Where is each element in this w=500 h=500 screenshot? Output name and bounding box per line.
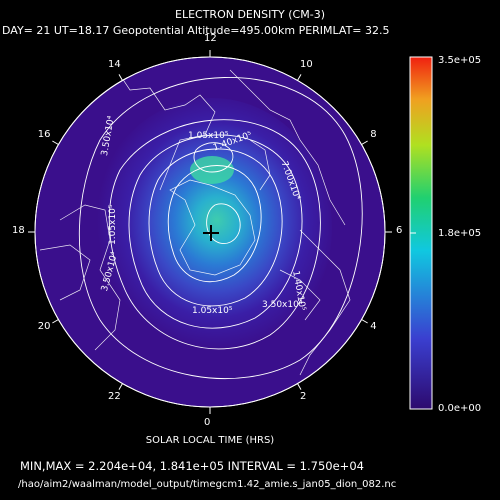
local-time-label: 8 (370, 129, 377, 140)
colorbar-min-label: 0.0e+00 (438, 403, 482, 414)
local-time-tick (297, 74, 302, 81)
x-axis-label: SOLAR LOCAL TIME (HRS) (145, 435, 275, 446)
plot-title: ELECTRON DENSITY (CM-3) (175, 8, 325, 21)
contour-label: 3.50x10⁴ (262, 300, 303, 310)
file-path: /hao/aim2/waalman/model_output/timegcm1.… (18, 479, 397, 490)
density-peak (190, 156, 234, 184)
local-time-tick (118, 74, 123, 81)
local-time-label: 20 (37, 321, 51, 332)
colorbar-mid-label: 1.8e+05 (438, 228, 482, 239)
local-time-tick (361, 319, 368, 324)
pole-marker (203, 225, 219, 241)
local-time-tick (361, 140, 368, 145)
contour-label: 1.05x10⁵ (188, 131, 229, 141)
local-time-label: 6 (396, 225, 403, 236)
local-time-tick (52, 319, 59, 324)
local-time-tick (52, 140, 59, 145)
plot-subtitle: DAY= 21 UT=18.17 Geopotential Altitude=4… (2, 24, 390, 37)
coastlines (39, 59, 351, 376)
local-time-tick (118, 383, 123, 390)
contour-label: 1.05x10⁵ (108, 204, 118, 245)
local-time-ticks (28, 50, 392, 414)
local-time-label: 18 (12, 225, 25, 236)
local-time-label: 2 (300, 391, 307, 403)
local-time-label: 22 (108, 391, 121, 403)
local-time-label: 10 (300, 58, 313, 70)
min-max-interval-text: MIN,MAX = 2.204e+04, 1.841e+05 INTERVAL … (20, 459, 364, 473)
local-time-label: 0 (204, 417, 211, 428)
local-time-label: 4 (370, 321, 377, 332)
local-time-label: 16 (37, 129, 51, 140)
contour-label: 1.05x10⁵ (192, 306, 233, 316)
local-time-label: 14 (108, 58, 121, 70)
local-time-tick (297, 383, 302, 390)
colorbar-max-label: 3.5e+05 (438, 55, 482, 66)
local-time-label: 12 (204, 33, 217, 44)
